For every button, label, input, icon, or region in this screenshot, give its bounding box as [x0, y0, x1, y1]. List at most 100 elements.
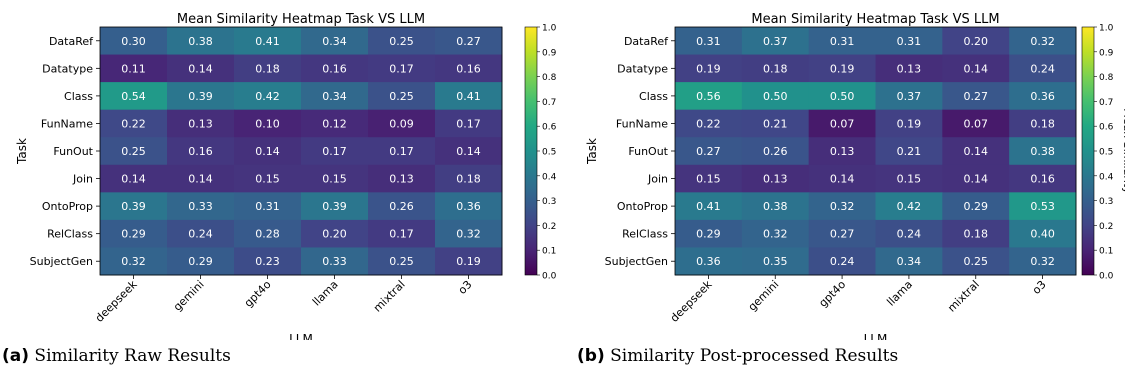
heatmap-cell	[100, 109, 168, 138]
heatmap-cell	[100, 54, 168, 83]
heatmap-cell	[234, 82, 302, 111]
heatmap-cell	[167, 137, 235, 166]
heatmap-cell	[741, 82, 810, 111]
heatmap-cell	[675, 192, 743, 221]
colorbar	[1081, 26, 1095, 276]
cell-value-label: 0.26	[389, 200, 414, 213]
colorbar-tick-label: 0.3	[1099, 197, 1113, 207]
colorbar-tick-label: 0.2	[542, 222, 556, 232]
cell-value-label: 0.32	[121, 255, 146, 268]
heatmap-cell	[100, 82, 168, 111]
cell-value-label: 0.23	[255, 255, 280, 268]
heatmap-cell	[942, 247, 1010, 276]
cell-value-label: 0.32	[456, 228, 481, 241]
cell-value-label: 0.38	[1030, 145, 1055, 158]
heatmap-cell	[368, 27, 436, 56]
heatmap-cells: 0.31 0.37 0.31 0.31 0.20 0.32 0.19 0.18 0.19 0.13…	[675, 27, 1077, 276]
heatmap-cell	[301, 219, 369, 248]
heatmap-cell	[167, 247, 235, 276]
heatmap-cell	[875, 109, 943, 138]
cell-value-label: 0.17	[456, 117, 481, 130]
heatmap-cell	[234, 27, 302, 56]
x-tick-label: gemini	[171, 278, 207, 314]
heatmap-cell	[1009, 109, 1077, 138]
cell-value-label: 0.30	[121, 35, 146, 48]
cell-value-label: 0.16	[188, 145, 213, 158]
cell-value-label: 0.37	[763, 35, 788, 48]
heatmap-cell	[675, 219, 743, 248]
cell-value-label: 0.40	[1030, 228, 1055, 241]
heatmap-cell	[167, 82, 235, 111]
cell-value-label: 0.17	[322, 145, 347, 158]
heatmap-cell	[435, 109, 503, 138]
heatmap-cell	[942, 137, 1010, 166]
colorbar-tick-label: 0.0	[1099, 272, 1114, 282]
heatmap-cell	[675, 82, 743, 111]
heatmap-cell	[1009, 192, 1077, 221]
colorbar-tick-label: 0.5	[1099, 148, 1113, 158]
heatmap-cell	[741, 109, 810, 138]
heatmap-cell	[675, 164, 743, 193]
heatmap-panel-postprocessed: Mean Similarity Heatmap Task VS LLM 0.31 0…	[565, 0, 1125, 376]
cell-value-label: 0.32	[763, 228, 788, 241]
y-tick-label: Join	[72, 173, 93, 186]
x-tick-label: deepseek	[668, 277, 715, 324]
cell-value-label: 0.21	[897, 145, 922, 158]
heatmap-cell	[741, 137, 810, 166]
cell-value-label: 0.54	[121, 90, 146, 103]
cell-value-label: 0.19	[696, 62, 721, 75]
cell-value-label: 0.41	[696, 200, 721, 213]
colorbar-tick-label: 0.3	[542, 197, 556, 207]
cell-value-label: 0.19	[830, 62, 855, 75]
cell-value-label: 0.14	[456, 145, 481, 158]
cell-value-label: 0.38	[188, 35, 213, 48]
cell-value-label: 0.18	[1030, 117, 1055, 130]
y-tick-label: RelClass	[622, 228, 668, 241]
heatmap-cell	[435, 82, 503, 111]
heatmap-cell	[808, 192, 876, 221]
heatmap-cell	[435, 219, 503, 248]
heatmap-cell	[942, 82, 1010, 111]
heatmap-cell	[167, 164, 235, 193]
cell-value-label: 0.39	[188, 90, 213, 103]
cell-value-label: 0.16	[1030, 173, 1055, 186]
heatmap-cell	[435, 192, 503, 221]
heatmap-cell	[942, 27, 1010, 56]
colorbar-tick-label: 0.9	[1099, 48, 1114, 58]
heatmap-cell	[368, 164, 436, 193]
heatmap-cell	[368, 109, 436, 138]
x-axis-label: LLM	[864, 332, 888, 340]
heatmap-cell	[301, 192, 369, 221]
cell-value-label: 0.29	[964, 200, 989, 213]
cell-value-label: 0.29	[121, 228, 146, 241]
cell-value-label: 0.24	[830, 255, 855, 268]
y-axis-label: Task	[585, 138, 599, 165]
y-tick-label: Datatype	[617, 62, 668, 75]
heatmap-cell	[368, 137, 436, 166]
cell-value-label: 0.35	[763, 255, 788, 268]
heatmap-cell	[875, 219, 943, 248]
heatmap-cell	[234, 219, 302, 248]
cell-value-label: 0.15	[255, 173, 280, 186]
cell-value-label: 0.38	[763, 200, 788, 213]
heatmap-cell	[942, 164, 1010, 193]
heatmap-cell	[875, 82, 943, 111]
heatmap-cell	[942, 109, 1010, 138]
heatmap-cell	[808, 247, 876, 276]
x-tick-label: gemini	[746, 278, 782, 314]
heatmap-cell	[808, 164, 876, 193]
cell-value-label: 0.22	[121, 117, 146, 130]
heatmap-cell	[942, 192, 1010, 221]
heatmap-cell	[435, 164, 503, 193]
cell-value-label: 0.15	[696, 173, 721, 186]
heatmap-cell	[100, 247, 168, 276]
caption-text: Similarity Raw Results	[34, 346, 231, 366]
cell-value-label: 0.50	[830, 90, 855, 103]
cell-value-label: 0.14	[121, 173, 146, 186]
cell-value-label: 0.22	[696, 117, 721, 130]
heatmap-cell	[875, 137, 943, 166]
heatmap-cell	[942, 54, 1010, 83]
heatmap-cell	[741, 219, 810, 248]
y-tick-label: DataRef	[49, 35, 94, 48]
